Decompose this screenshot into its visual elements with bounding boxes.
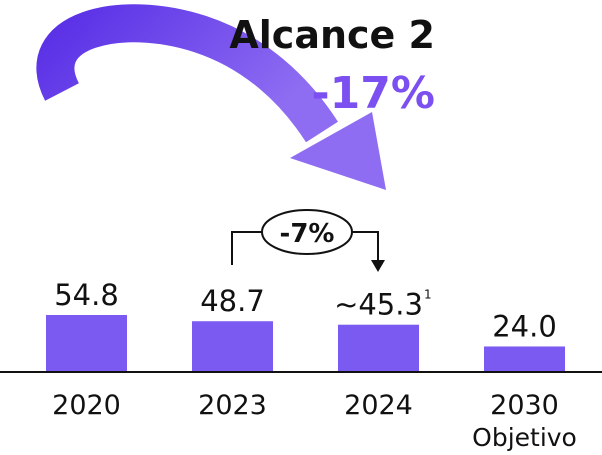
bar: [338, 324, 419, 371]
trend-arrow-head: [290, 112, 386, 190]
bracket-right: [352, 231, 379, 262]
value-label: 24.0: [492, 309, 557, 343]
x-tick-label: 2023: [198, 390, 267, 421]
x-tick-note: Objetivo: [472, 423, 577, 452]
total-change: -17%: [311, 68, 435, 119]
trend-arrow-body: [36, 4, 338, 143]
step-change: -7%: [280, 219, 335, 249]
change-badge: [261, 209, 353, 255]
x-tick-label: 2024: [344, 390, 413, 421]
value-label: ~45.3: [334, 288, 423, 322]
value-label: 48.7: [200, 284, 265, 318]
x-tick-label: 2030: [490, 390, 559, 421]
bar: [46, 315, 127, 371]
bracket-arrowhead: [371, 260, 385, 272]
bar: [192, 321, 273, 371]
footnote-mark: 1: [424, 288, 432, 302]
bar: [484, 346, 565, 371]
chart-title: Alcance 2: [229, 13, 435, 57]
bracket-left: [231, 231, 262, 265]
x-tick-label: 2020: [52, 390, 121, 421]
value-label: 54.8: [54, 278, 119, 312]
